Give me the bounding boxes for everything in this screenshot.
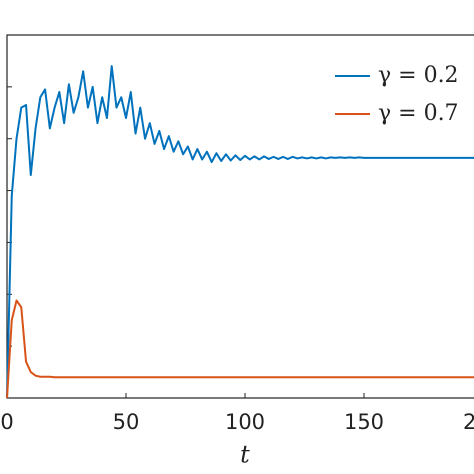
x-tick-label: 150 — [344, 410, 384, 434]
series-line — [6, 299, 474, 399]
x-tick-label: 100 — [225, 410, 265, 434]
series-line — [6, 65, 474, 399]
x-tick-label: 200 — [463, 410, 474, 434]
x-axis-label: t — [240, 441, 250, 469]
legend-label: γ = 0.2 — [378, 63, 459, 88]
legend-label: γ = 0.7 — [378, 101, 459, 126]
plot-frame — [6, 34, 474, 399]
x-tick-label: 50 — [113, 410, 140, 434]
x-tick-label: 0 — [0, 410, 13, 434]
